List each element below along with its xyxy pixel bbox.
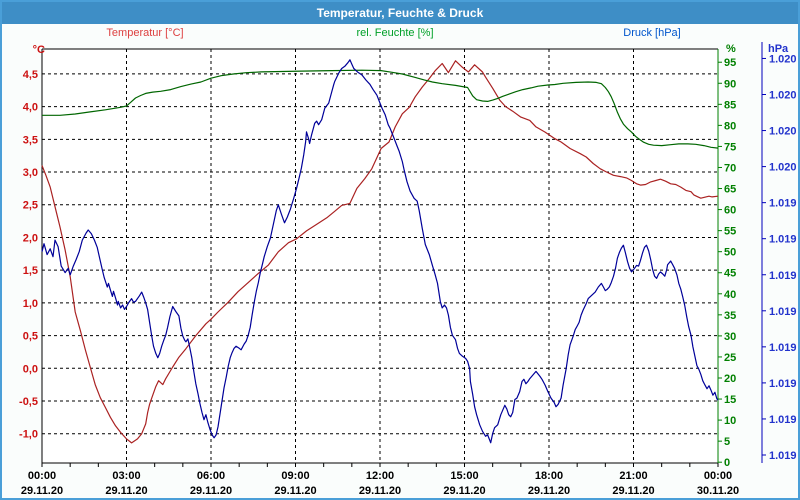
humidity-tick-label: 20 (724, 373, 736, 385)
temperature-tick-label: 4,5 (23, 69, 38, 81)
x-tick-label: 12:00 (366, 470, 394, 482)
humidity-tick-label: 55 (724, 226, 736, 238)
temperature-axis-unit: °C (33, 44, 45, 56)
temperature-tick-label: -1,0 (19, 429, 38, 441)
x-tick-label: 21:00 (619, 470, 647, 482)
pressure-tick-label: 1.019 (769, 378, 797, 390)
x-tick-label: 03:00 (112, 470, 140, 482)
gridlines (42, 49, 718, 463)
x-date-label: 29.11.20 (359, 485, 401, 497)
temperature-tick-label: 3,0 (23, 167, 38, 179)
pressure-axis: hPa 1.019 1.019 1.019 1.019 1.019 1.019 1.019 1.… (761, 42, 797, 463)
pressure-tick-label: 1.019 (769, 198, 797, 210)
humidity-tick-label: 40 (724, 289, 736, 301)
humidity-tick-label: 50 (724, 247, 736, 259)
x-date-label: 29.11.20 (105, 485, 147, 497)
legend-temperature-label: Temperatur [°C] (106, 27, 184, 39)
x-tick-label: 00:00 (28, 470, 56, 482)
humidity-tick-label: 90 (724, 78, 736, 90)
temperature-tick-label: 1,0 (23, 298, 38, 310)
humidity-tick-label: 80 (724, 120, 736, 132)
x-date-label: 29.11.20 (190, 485, 232, 497)
pressure-tick-label: 1.019 (769, 342, 797, 354)
x-tick-label: 18:00 (535, 470, 563, 482)
x-date-label: 30.11.20 (697, 485, 739, 497)
temperature-tick-label: 4,0 (23, 102, 38, 114)
temperature-tick-label: 1,5 (23, 265, 38, 277)
x-tick-label: 15:00 (450, 470, 478, 482)
humidity-curve (42, 69, 719, 149)
pressure-tick-label: 1.019 (769, 306, 797, 318)
pressure-tick-label: 1.019 (769, 450, 797, 462)
pressure-tick-label: 1.020 (769, 90, 797, 102)
humidity-tick-label: 95 (724, 57, 736, 69)
x-tick-label: 09:00 (281, 470, 309, 482)
pressure-tick-label: 1.019 (769, 270, 797, 282)
humidity-tick-label: 0 (724, 457, 730, 469)
pressure-axis-unit: hPa (768, 43, 789, 55)
x-date-label: 29.11.20 (612, 485, 654, 497)
humidity-tick-label: 65 (724, 184, 736, 196)
x-tick-label: 00:00 (704, 470, 732, 482)
humidity-tick-label: 45 (724, 268, 736, 280)
pressure-tick-label: 1.019 (769, 414, 797, 426)
humidity-tick-label: 35 (724, 310, 736, 322)
temperature-curve (41, 60, 719, 444)
pressure-tick-label: 1.020 (769, 126, 797, 138)
humidity-tick-label: 60 (724, 205, 736, 217)
x-tick-label: 06:00 (197, 470, 225, 482)
pressure-tick-label: 1.020 (769, 162, 797, 174)
pressure-tick-label: 1.020 (769, 53, 797, 65)
humidity-tick-label: 30 (724, 331, 736, 343)
temperature-tick-label: 2,5 (23, 200, 38, 212)
pressure-curve (41, 59, 719, 444)
humidity-tick-label: 25 (724, 352, 736, 364)
humidity-tick-label: 15 (724, 394, 736, 406)
humidity-tick-label: 10 (724, 415, 736, 427)
pressure-tick-label: 1.019 (769, 234, 797, 246)
temperature-tick-label: 0,5 (23, 331, 38, 343)
temperature-axis: °C 4,5 4,0 3,5 3,0 2,5 2,0 1,5 1,0 0,5 0,0 -0,5 -1,0 (19, 44, 45, 441)
x-axis: 00:00 29.11.20 03:00 29.11.20 06:00 29.11.20 0… (21, 463, 739, 497)
humidity-tick-label: 70 (724, 162, 736, 174)
temperature-tick-label: 2,0 (23, 232, 38, 244)
humidity-tick-label: 75 (724, 141, 736, 153)
temperature-tick-label: 3,5 (23, 134, 38, 146)
legend-humidity-label: rel. Feuchte [%] (356, 27, 434, 39)
window-title: Temperatur, Feuchte & Druck (2, 2, 798, 24)
x-date-label: 29.11.20 (274, 485, 316, 497)
x-date-label: 29.11.20 (528, 485, 570, 497)
temperature-tick-label: -0,5 (19, 396, 38, 408)
humidity-tick-label: 5 (724, 436, 730, 448)
humidity-axis-unit: % (726, 43, 736, 55)
temperature-tick-label: 0,0 (23, 363, 38, 375)
x-date-label: 29.11.20 (443, 485, 485, 497)
humidity-tick-label: 85 (724, 99, 736, 111)
x-date-label: 29.11.20 (21, 485, 63, 497)
legend-pressure-label: Druck [hPa] (623, 27, 681, 39)
